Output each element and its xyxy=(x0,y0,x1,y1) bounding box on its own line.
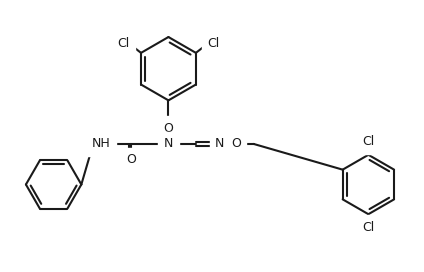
Text: Cl: Cl xyxy=(362,135,374,149)
Text: NH: NH xyxy=(92,137,111,150)
Text: O: O xyxy=(126,153,136,166)
Text: N: N xyxy=(215,137,225,150)
Text: N: N xyxy=(164,137,173,150)
Text: Cl: Cl xyxy=(207,38,219,50)
Text: O: O xyxy=(164,122,173,135)
Text: Cl: Cl xyxy=(362,221,374,234)
Text: Cl: Cl xyxy=(117,38,130,50)
Text: O: O xyxy=(231,137,241,150)
